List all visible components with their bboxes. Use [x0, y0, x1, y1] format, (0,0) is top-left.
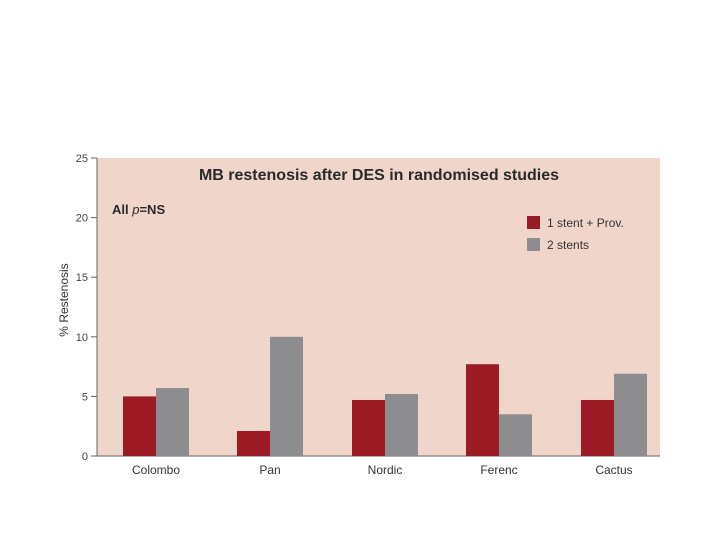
y-axis-label: % Restenosis [57, 263, 71, 336]
x-category-label-ferenc: Ferenc [480, 463, 517, 477]
y-tick-label: 10 [76, 332, 88, 344]
category-labels: Colombo Pan Nordic Ferenc Cactus [132, 463, 633, 477]
annotation-suffix: =NS [139, 202, 165, 217]
bar-ferenc-series-1 [466, 364, 499, 456]
legend-swatch-series-2 [527, 238, 540, 251]
y-axis-ticks: 0 5 10 15 20 25 [76, 153, 97, 463]
chart-title: MB restenosis after DES in randomised st… [199, 167, 559, 184]
x-category-label-pan: Pan [259, 463, 280, 477]
legend: 1 stent + Prov. 2 stents [527, 216, 624, 252]
bar-series-group [123, 336, 647, 456]
bar-pan-series-2 [270, 336, 303, 456]
bar-ferenc-series-2 [499, 414, 532, 456]
bar-pan-series-1 [237, 430, 270, 456]
y-tick-label: 0 [82, 451, 88, 463]
y-tick-label: 5 [82, 391, 88, 403]
bar-nordic-series-1 [352, 399, 385, 456]
x-category-label-nordic: Nordic [368, 463, 403, 477]
bar-colombo-series-2 [156, 388, 189, 456]
annotation-prefix: All [112, 202, 132, 217]
annotation-p-symbol: p [131, 202, 139, 217]
bar-cactus-series-2 [614, 373, 647, 456]
y-tick-label: 25 [76, 153, 88, 165]
bar-colombo-series-1 [123, 396, 156, 456]
legend-label-series-2: 2 stents [547, 238, 589, 252]
bar-cactus-series-1 [581, 399, 614, 456]
y-tick-label: 15 [76, 272, 88, 284]
legend-label-series-1: 1 stent + Prov. [547, 216, 624, 230]
x-category-label-cactus: Cactus [595, 463, 632, 477]
bar-nordic-series-2 [385, 394, 418, 456]
legend-swatch-series-1 [527, 216, 540, 229]
x-category-label-colombo: Colombo [132, 463, 180, 477]
significance-annotation: All p=NS [112, 202, 165, 217]
y-tick-label: 20 [76, 213, 88, 225]
